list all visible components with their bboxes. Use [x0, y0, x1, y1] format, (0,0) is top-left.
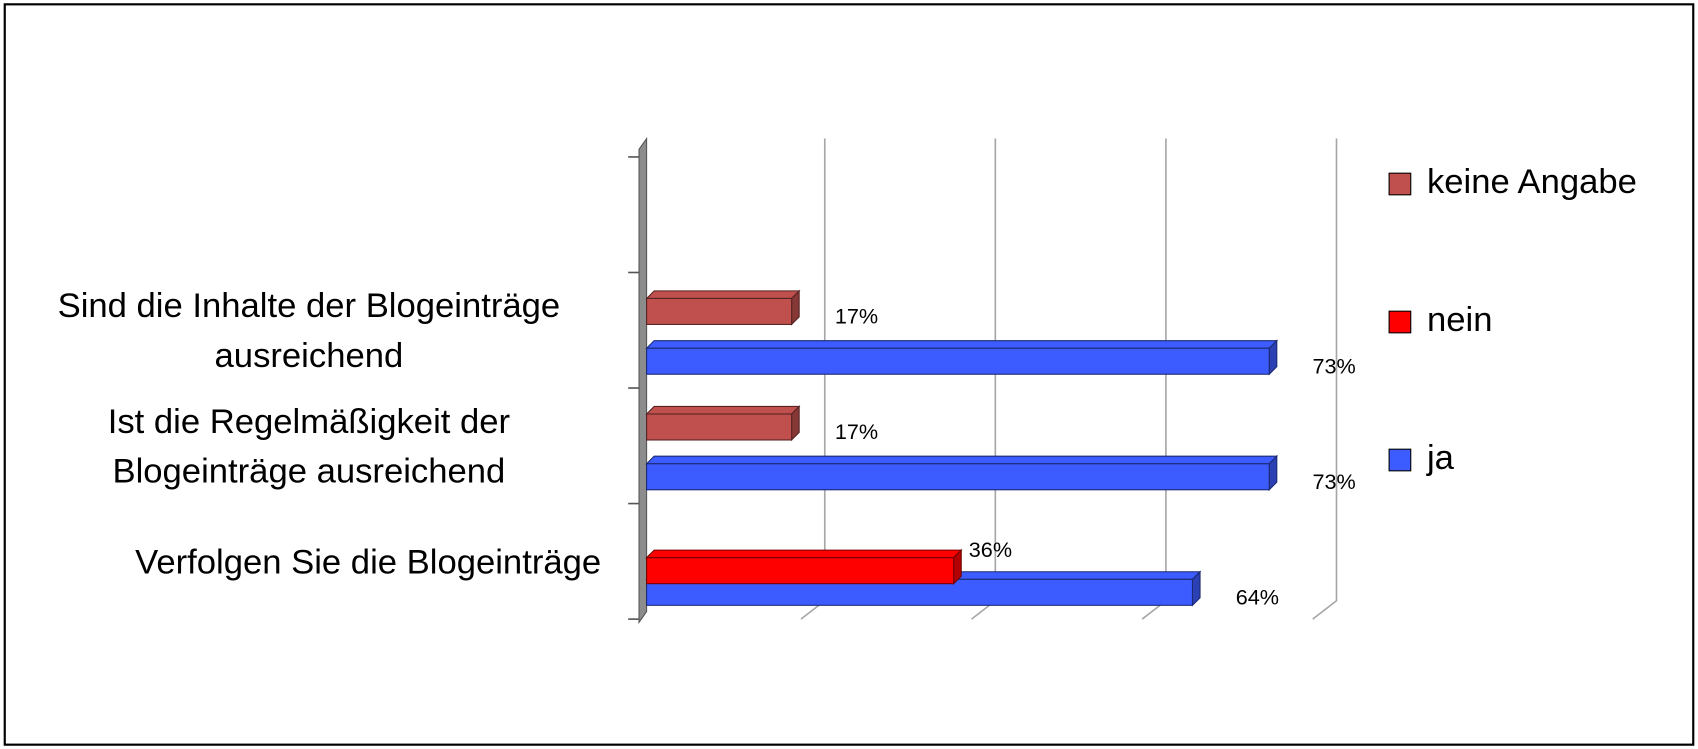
category-label-wrap: Ist die Regelmäßigkeit der Blogeinträge … [17, 388, 601, 504]
data-label: 73% [1313, 353, 1356, 378]
y-tick-label: Verfolgen Sie die Blogeinträge [135, 541, 602, 581]
legend-swatch [1388, 310, 1412, 334]
bar-top [645, 290, 801, 300]
category-label-box: Ist die Regelmäßigkeit der Blogeinträge … [17, 388, 601, 504]
category-label-box: Sind die Inhalte der Blogeinträge ausrei… [17, 272, 601, 388]
bar [646, 347, 1270, 375]
data-label: 17% [835, 419, 878, 444]
data-label: 17% [835, 304, 878, 329]
data-label: 64% [1236, 585, 1279, 610]
y-tick-label: Sind die Inhalte der Blogeinträge ausrei… [57, 286, 561, 375]
legend-swatch [1388, 448, 1412, 472]
bar-top [645, 549, 963, 559]
category-label-box: Verfolgen Sie die Blogeinträge [17, 504, 601, 620]
bar-top [645, 405, 801, 415]
bar [646, 557, 955, 585]
data-label: 36% [969, 537, 1012, 562]
bar [646, 297, 793, 325]
legend-label: nein [1427, 301, 1492, 339]
category-label-wrap: Sind die Inhalte der Blogeinträge ausrei… [17, 272, 601, 388]
bar-top [645, 340, 1279, 349]
grid-line [1312, 138, 1338, 620]
data-label: 73% [1313, 469, 1356, 494]
legend-label: keine Angabe [1427, 163, 1637, 201]
y-tick-label: Ist die Regelmäßigkeit der Blogeinträge … [107, 401, 511, 491]
bar [646, 413, 793, 441]
legend-label: ja [1426, 439, 1455, 477]
bar [646, 463, 1270, 491]
axis-wall [638, 136, 648, 625]
category-label-wrap: Verfolgen Sie die Blogeinträge [17, 504, 601, 620]
legend-swatch [1388, 172, 1412, 196]
bar-top [645, 455, 1279, 465]
